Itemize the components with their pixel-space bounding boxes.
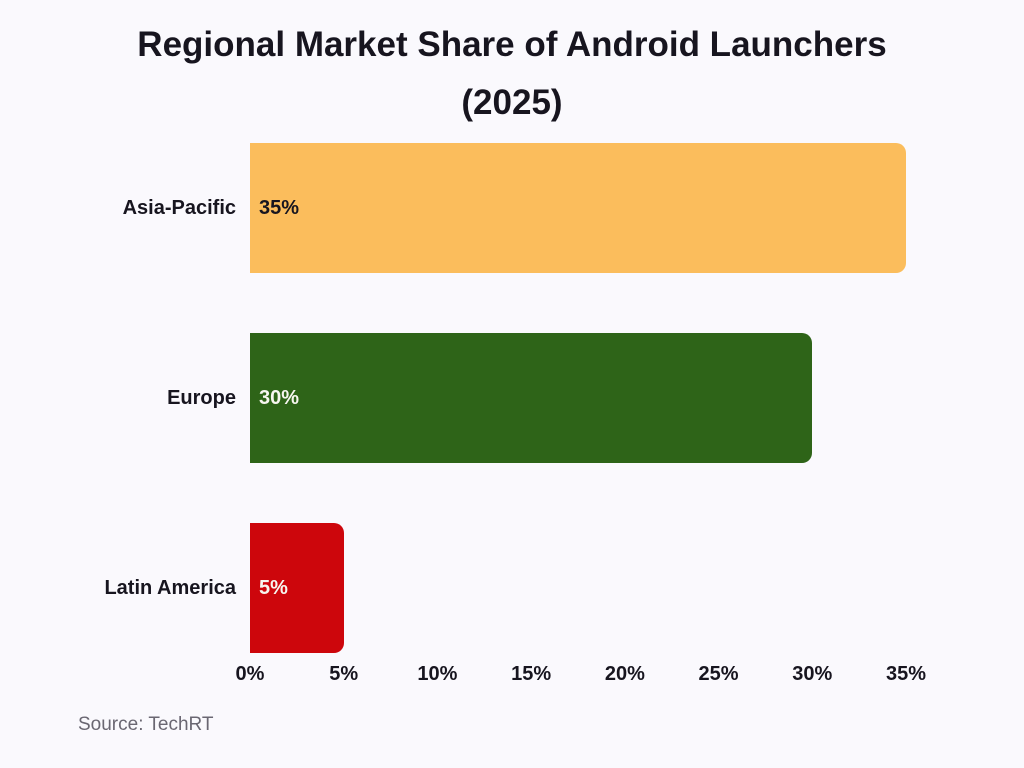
bar-row: Europe 30% bbox=[0, 333, 1024, 463]
x-axis-tick-label: 15% bbox=[511, 663, 552, 685]
bar-row: Asia-Pacific 35% bbox=[0, 143, 1024, 273]
category-label: Asia-Pacific bbox=[122, 196, 236, 219]
bar-latin-america: 5% bbox=[250, 523, 344, 653]
bar-value-label: 35% bbox=[259, 196, 300, 219]
bar-europe: 30% bbox=[250, 333, 813, 463]
x-axis-tick-label: 10% bbox=[417, 663, 458, 685]
x-axis-tick-label: 0% bbox=[235, 663, 265, 685]
x-axis: 0% 5% 10% 15% 20% 25% 30% 35% bbox=[0, 663, 1024, 689]
bar-asia-pacific: 35% bbox=[250, 143, 906, 273]
bar-value-label: 30% bbox=[259, 386, 300, 409]
x-axis-tick-label: 35% bbox=[885, 663, 927, 685]
x-axis-tick-label: 30% bbox=[792, 663, 833, 685]
bar-row: Latin America 5% bbox=[0, 523, 1024, 653]
category-label: Latin America bbox=[104, 576, 236, 599]
source-note: Source: TechRT bbox=[78, 714, 214, 735]
x-axis-tick-label: 25% bbox=[698, 663, 739, 685]
x-axis-tick-label: 5% bbox=[329, 663, 359, 685]
bar-value-label: 5% bbox=[259, 576, 288, 599]
x-axis-tick-label: 20% bbox=[604, 663, 645, 685]
category-label: Europe bbox=[167, 386, 236, 409]
chart-title: Regional Market Share of Android Launche… bbox=[137, 25, 887, 122]
